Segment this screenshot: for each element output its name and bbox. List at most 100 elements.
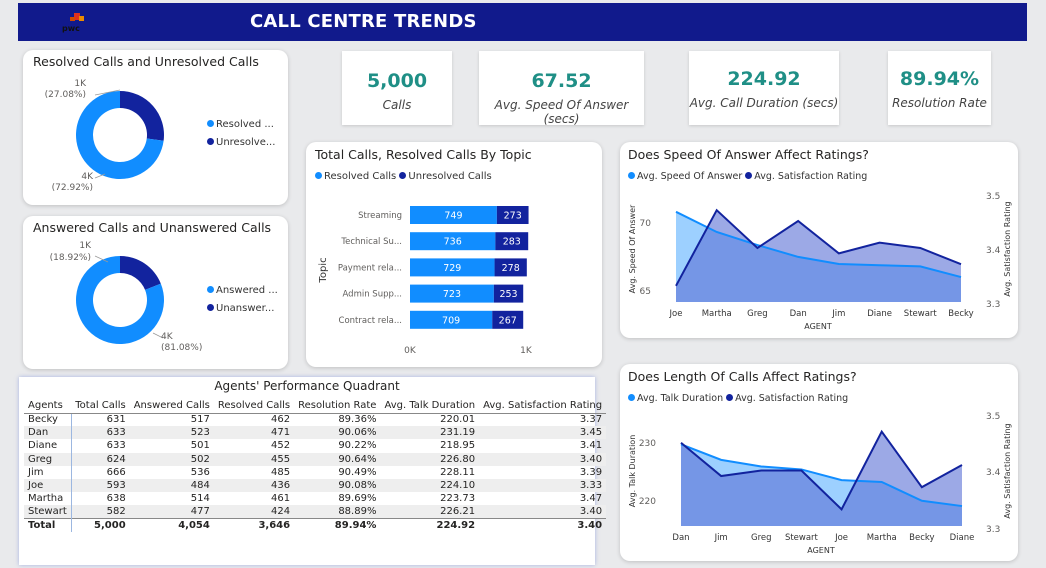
length-x-tick: Martha	[867, 533, 897, 543]
speed-area-series2[interactable]	[676, 210, 961, 302]
table-cell: 3,646	[213, 517, 295, 532]
length-xlabel: AGENT	[807, 546, 835, 555]
resolved-big-pct: (72.92%)	[52, 183, 93, 193]
unresolved-bar-label: 253	[499, 289, 517, 300]
length-rtick-0: 3.5	[986, 412, 1000, 422]
table-cell: 633	[71, 426, 130, 440]
table-cell: 484	[129, 478, 214, 493]
speed-legend[interactable]: Avg. Speed Of Answer Avg. Satisfaction R…	[628, 171, 867, 182]
speed-x-tick: Joe	[669, 309, 683, 319]
resolved-bar[interactable]	[410, 284, 494, 303]
table-cell: 5,000	[71, 517, 130, 532]
answered-small-label: 1K	[79, 241, 92, 251]
table-header-cell[interactable]: Resolved Calls	[213, 399, 295, 414]
speed-line-series1	[675, 210, 962, 279]
table-cell: 455	[213, 452, 295, 466]
table-cell-agent: Greg	[24, 452, 72, 466]
resolved-donut-card[interactable]: Resolved Calls and Unresolved Calls 1K (…	[23, 50, 288, 205]
speed-area-chart: Joe Martha Greg Dan Jim Diane Stewart Becky Avg…	[628, 192, 1012, 331]
resolved-donut-title: Resolved Calls and Unresolved Calls	[33, 54, 259, 69]
page-title: CALL CENTRE TRENDS	[250, 11, 477, 32]
table-header-cell[interactable]: Answered Calls	[129, 399, 214, 414]
unresolved-bar-label: 273	[504, 211, 522, 222]
table-cell: 3.40	[479, 505, 607, 519]
resolved-legend-1[interactable]: Resolved ...	[207, 119, 274, 130]
answered-legend-2[interactable]: Unanswer...	[207, 303, 274, 314]
unresolved-slice[interactable]	[120, 91, 164, 141]
topic-bar-chart: Streaming 749 273 Technical Su... 736 283 Paym…	[318, 206, 533, 356]
resolved-bar-label: 749	[444, 211, 462, 222]
topic-category-label: Admin Supp...	[343, 290, 402, 300]
speed-x-tick: Stewart	[904, 309, 938, 319]
speed-x-tick: Greg	[747, 309, 768, 319]
table-cell: 624	[71, 452, 130, 466]
resolved-legend-2[interactable]: Unresolve...	[207, 137, 275, 148]
resolved-slice[interactable]	[76, 91, 164, 179]
length-line-series2	[680, 429, 963, 512]
kpi-duration-label: Avg. Call Duration (secs)	[689, 96, 839, 110]
table-cell: 226.80	[380, 452, 480, 466]
table-row[interactable]: Joe 593 484 436 90.08% 224.10 3.33	[24, 478, 607, 493]
table-row[interactable]: Greg 624 502 455 90.64% 226.80 3.40	[24, 452, 607, 466]
table-cell: 517	[190, 414, 210, 426]
length-area-series2[interactable]	[681, 431, 962, 526]
length-legend[interactable]: Avg. Talk Duration Avg. Satisfaction Rat…	[628, 393, 848, 404]
resolved-bar[interactable]	[410, 258, 495, 277]
speed-chart-card[interactable]: Does Speed Of Answer Affect Ratings? Avg…	[620, 142, 1018, 338]
resolved-bar[interactable]	[410, 310, 493, 329]
resolved-bar-label: 729	[443, 263, 461, 274]
table-cell-agent: Joe	[24, 478, 72, 493]
speed-rtick-1: 3.4	[986, 246, 1001, 256]
table-header-cell[interactable]: Avg. Satisfaction Rating	[479, 399, 607, 414]
table-header-cell[interactable]: Agents	[24, 399, 72, 414]
length-area-chart: Dan Jim Greg Stewart Joe Martha Becky Diane Avg…	[628, 412, 1012, 555]
table-cell: 461	[271, 493, 291, 505]
table-cell: 462	[271, 414, 291, 426]
answered-slice[interactable]	[76, 256, 164, 344]
performance-table[interactable]: Agents Total Calls Answered Calls Resolved …	[24, 399, 607, 532]
kpi-resolution-value: 89.94%	[899, 68, 980, 90]
kpi-duration: 224.92 Avg. Call Duration (secs)	[689, 51, 839, 125]
table-cell: 3.41	[579, 440, 603, 452]
answered-donut-card[interactable]: Answered Calls and Unanswered Calls 1K (…	[23, 216, 288, 369]
resolved-bar[interactable]	[410, 206, 497, 224]
table-cell: 3.37	[579, 414, 603, 426]
table-cell: 4,054	[129, 517, 214, 532]
unresolved-bar[interactable]	[495, 232, 529, 251]
table-row[interactable]: Jim 666 536 485 90.49% 228.11 3.39	[24, 465, 606, 479]
table-cell: 3.39	[579, 466, 603, 478]
table-cell: 477	[129, 505, 214, 519]
length-x-tick: Stewart	[785, 533, 819, 543]
unresolved-bar-label: 283	[503, 237, 521, 248]
topic-chart-card[interactable]: Total Calls, Resolved Calls By Topic Res…	[306, 142, 602, 367]
unanswered-slice[interactable]	[120, 256, 161, 290]
table-cell: 223.73	[440, 493, 476, 505]
unresolved-bar[interactable]	[492, 310, 524, 329]
unresolved-bar[interactable]	[496, 206, 529, 224]
table-cell-agent: Stewart	[24, 505, 72, 519]
table-header-cell[interactable]: Total Calls	[71, 399, 130, 414]
topic-axis-title: Topic	[318, 257, 329, 283]
speed-rtick-0: 3.5	[986, 192, 1000, 202]
answered-legend-1[interactable]: Answered ...	[207, 285, 278, 296]
pwc-logo: pwc	[62, 13, 84, 33]
unresolved-bar[interactable]	[494, 258, 527, 277]
unresolved-bar[interactable]	[493, 284, 524, 303]
table-row[interactable]: Martha 638 514 461 89.69% 223.73 3.47	[24, 492, 606, 506]
table-header-cell[interactable]: Avg. Talk Duration	[380, 399, 480, 414]
table-row[interactable]: Stewart 582 477 424 88.89% 226.21 3.40	[24, 505, 607, 519]
unresolved-bar-label: 278	[502, 263, 520, 274]
length-x-tick: Jim	[714, 533, 728, 543]
speed-ltick-0: 70	[640, 219, 652, 229]
table-total-row[interactable]: Total 5,000 4,054 3,646 89.94% 224.92 3.40	[24, 517, 607, 532]
topic-tick-0: 0K	[404, 346, 417, 356]
resolved-bar[interactable]	[410, 232, 496, 251]
table-row[interactable]: Dan 633 523 471 90.06% 231.19 3.45	[24, 426, 607, 440]
topic-legend[interactable]: Resolved Calls Unresolved Calls	[315, 171, 492, 182]
table-header-cell[interactable]: Resolution Rate	[294, 399, 381, 414]
table-row[interactable]: Diane 633 501 452 90.22% 218.95 3.41	[24, 439, 606, 453]
table-row[interactable]: Becky 631 517 462 89.36% 220.01 3.37	[24, 413, 606, 427]
length-x-tick: Greg	[751, 533, 772, 543]
length-chart-card[interactable]: Does Length Of Calls Affect Ratings? Avg…	[620, 364, 1018, 561]
speed-x-tick: Jim	[831, 309, 845, 319]
